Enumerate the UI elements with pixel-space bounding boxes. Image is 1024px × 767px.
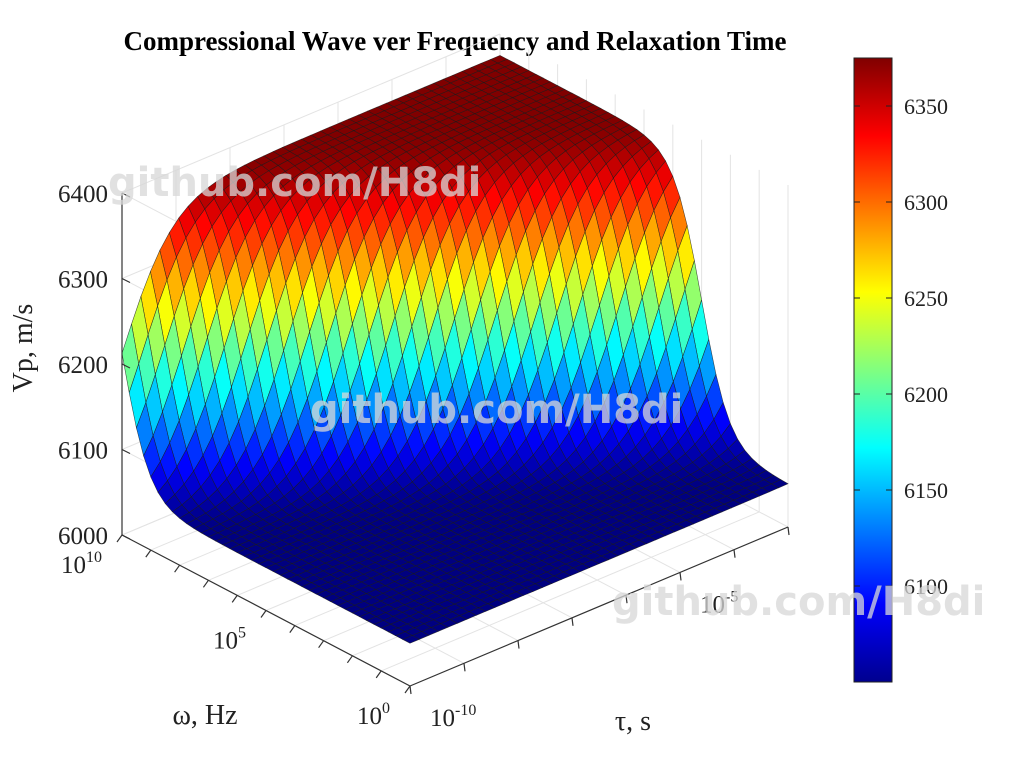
x-axis-label: ω, Hz <box>172 700 237 731</box>
tau-tick <box>463 663 466 672</box>
chart-title: Compressional Wave ver Frequency and Rel… <box>123 26 786 56</box>
omega-tick <box>404 685 411 694</box>
omega-tick-label: 100 <box>357 700 390 730</box>
tau-tick <box>733 549 736 558</box>
colorbar-tick-label: 6250 <box>904 286 948 311</box>
vp-tick <box>121 534 131 540</box>
tau-tick <box>409 685 412 695</box>
vp-tick-label: 6300 <box>58 267 108 294</box>
omega-tick <box>116 534 123 543</box>
omega-tick <box>375 670 382 679</box>
watermark-bottom: github.com/H8di <box>612 579 985 625</box>
axes: 100 105 1010 10-10 10-5 6000 6100 6200 6300 6400 <box>58 181 790 732</box>
omega-tick <box>231 595 238 603</box>
omega-tick <box>202 579 209 588</box>
tau-axis-line <box>409 526 789 687</box>
tau-tick <box>625 595 628 604</box>
tau-tick <box>517 640 520 649</box>
vp-tick-label: 6200 <box>58 352 108 379</box>
vp-tick <box>121 448 131 455</box>
tau-tick-label: 10-5 <box>700 588 738 618</box>
vp-tick <box>121 192 131 198</box>
vp-tick <box>121 277 131 284</box>
vp-tick-label: 6000 <box>58 523 108 550</box>
colorbar-tick-label: 6100 <box>904 574 948 599</box>
omega-tick-label: 105 <box>213 625 246 655</box>
watermark-middle: github.com/H8di <box>310 387 683 433</box>
vp-tick-label: 6100 <box>58 438 108 465</box>
omega-tick-label: 1010 <box>61 549 102 579</box>
surface-patch <box>402 635 421 644</box>
omega-tick <box>318 640 325 649</box>
omega-tick <box>346 655 353 664</box>
y-axis-label: τ, s <box>615 706 651 737</box>
omega-tick <box>289 625 296 633</box>
omega-tick <box>174 564 181 573</box>
tau-tick <box>679 572 682 581</box>
tau-tick <box>787 526 790 536</box>
omega-tick <box>145 549 152 558</box>
omega-tick <box>260 610 267 618</box>
colorbar-tick-label: 6200 <box>904 382 948 407</box>
z-axis-label: Vp, m/s <box>8 304 39 393</box>
watermark-top: github.com/H8di <box>108 160 481 206</box>
colorbar: 6100 6150 6200 6250 6300 6350 <box>853 57 948 683</box>
vp-tick-label: 6400 <box>58 181 108 208</box>
tau-tick <box>571 617 574 626</box>
colorbar-tick-label: 6150 <box>904 478 948 503</box>
colorbar-tick-label: 6300 <box>904 190 948 215</box>
surface-mesh <box>121 55 789 644</box>
vp-tick <box>121 363 131 369</box>
colorbar-tick-label: 6350 <box>904 94 948 119</box>
tau-tick-label: 10-10 <box>430 702 476 732</box>
colorbar-gradient <box>853 57 893 683</box>
